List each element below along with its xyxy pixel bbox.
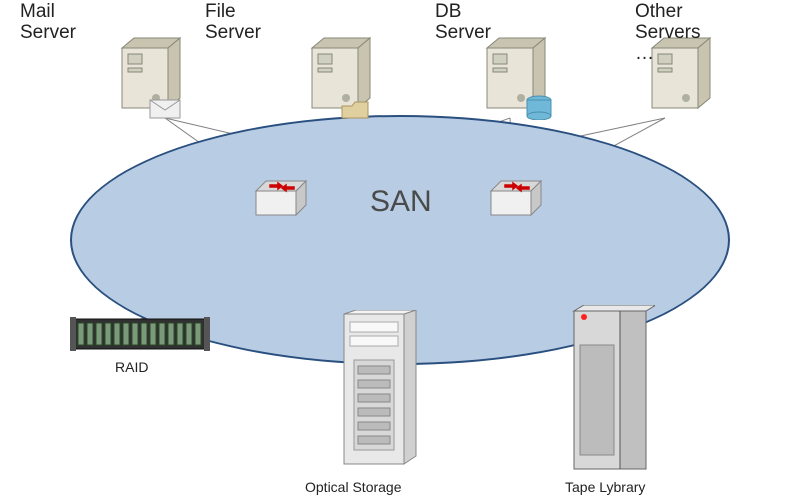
raid-label: RAID	[115, 360, 148, 375]
file-server-icon	[300, 30, 380, 120]
db-server-label: DB Server	[435, 2, 491, 44]
switch-left-icon	[250, 175, 310, 225]
mail-server-icon	[110, 30, 190, 120]
tape-library-label: Tape Lybrary	[565, 480, 645, 495]
other-servers-label: Other Servers …	[635, 2, 700, 65]
san-center-label: SAN	[370, 185, 432, 218]
file-server-label: File Server	[205, 2, 261, 44]
switch-right-icon	[485, 175, 545, 225]
raid-icon	[70, 315, 210, 355]
optical-storage-label: Optical Storage	[305, 480, 402, 495]
optical-storage-icon	[340, 310, 420, 470]
mail-server-label: Mail Server	[20, 2, 76, 44]
tape-library-icon	[570, 305, 655, 475]
